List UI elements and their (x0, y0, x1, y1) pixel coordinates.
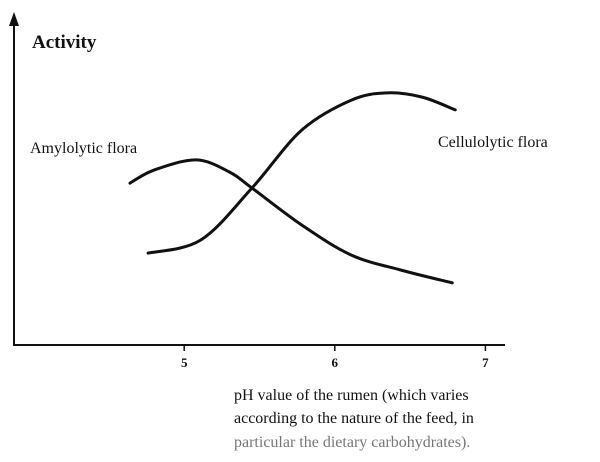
x-axis-label: particular the dietary carbohydrates). (234, 434, 470, 451)
x-axis-label: according to the nature of the feed, in (234, 410, 474, 427)
x-tick-label: 6 (332, 355, 339, 370)
curve (128, 158, 454, 285)
x-tick-label: 5 (181, 355, 188, 370)
y-axis-label: Activity (32, 32, 97, 53)
series-label: Cellulolytic flora (438, 134, 548, 151)
curve (146, 91, 457, 255)
y-axis-arrow (9, 12, 19, 26)
x-axis-label: pH value of the rumen (which varies (234, 387, 469, 404)
series-label: Amylolytic flora (30, 140, 137, 157)
x-tick-label: 7 (482, 355, 489, 370)
